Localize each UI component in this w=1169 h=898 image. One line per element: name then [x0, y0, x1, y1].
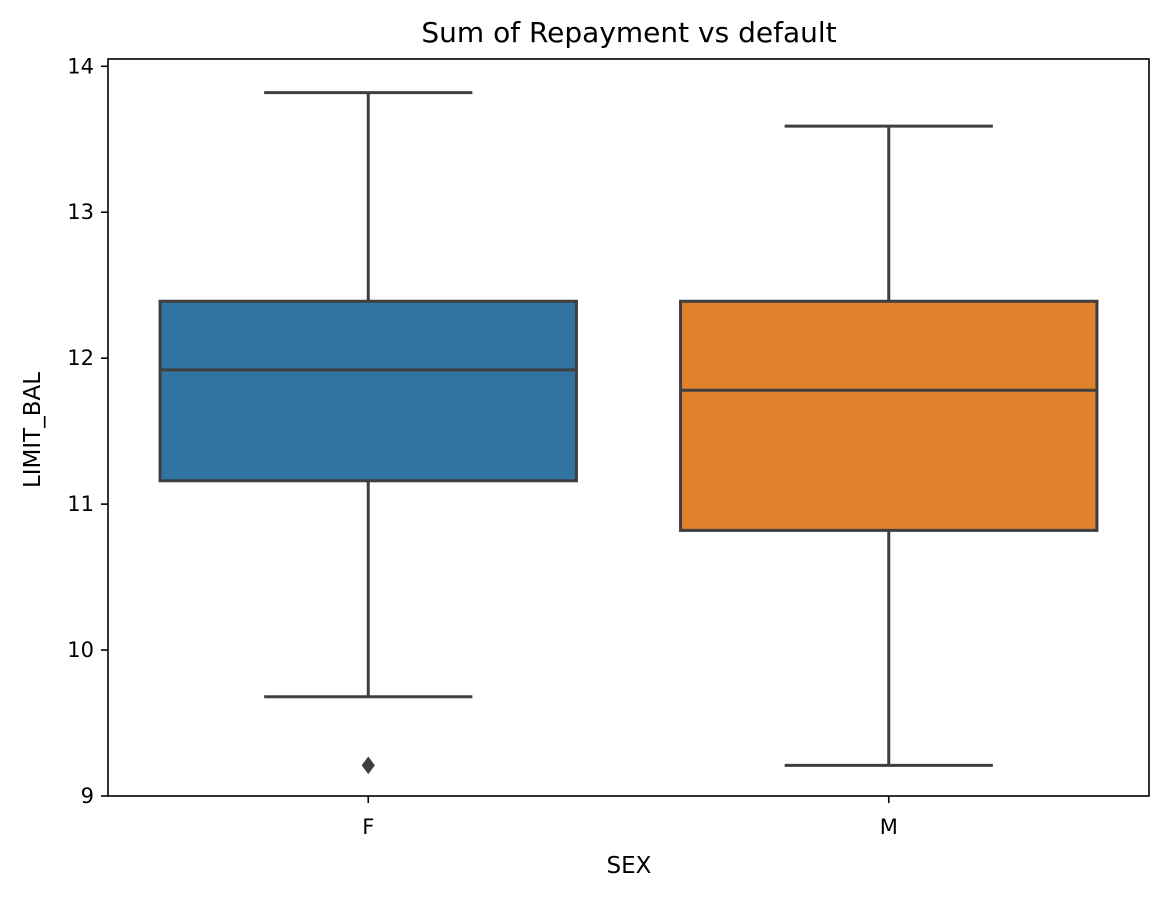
- iqr-box: [679, 299, 1099, 532]
- plot-area: [158, 91, 1099, 775]
- chart-title: Sum of Repayment vs default: [421, 16, 836, 49]
- y-tick-label: 11: [67, 492, 94, 516]
- outlier-point: [361, 756, 375, 775]
- y-tick-label: 13: [67, 200, 94, 224]
- y-tick-label: 10: [67, 638, 94, 662]
- box-group-M: [679, 124, 1099, 767]
- axes-frame: [107, 58, 1150, 797]
- y-tick-label: 14: [67, 54, 94, 78]
- iqr-box: [158, 299, 578, 483]
- y-axis-label: LIMIT_BAL: [20, 372, 46, 488]
- x-tick-label: F: [362, 815, 374, 839]
- y-tick-label: 12: [67, 346, 94, 370]
- y-tick-label: 9: [81, 784, 94, 808]
- x-tick-label: M: [880, 815, 898, 839]
- y-axis: 9 10 11 12 13 14: [67, 54, 108, 808]
- box-group-F: [158, 91, 578, 775]
- x-axis-label: SEX: [607, 853, 652, 879]
